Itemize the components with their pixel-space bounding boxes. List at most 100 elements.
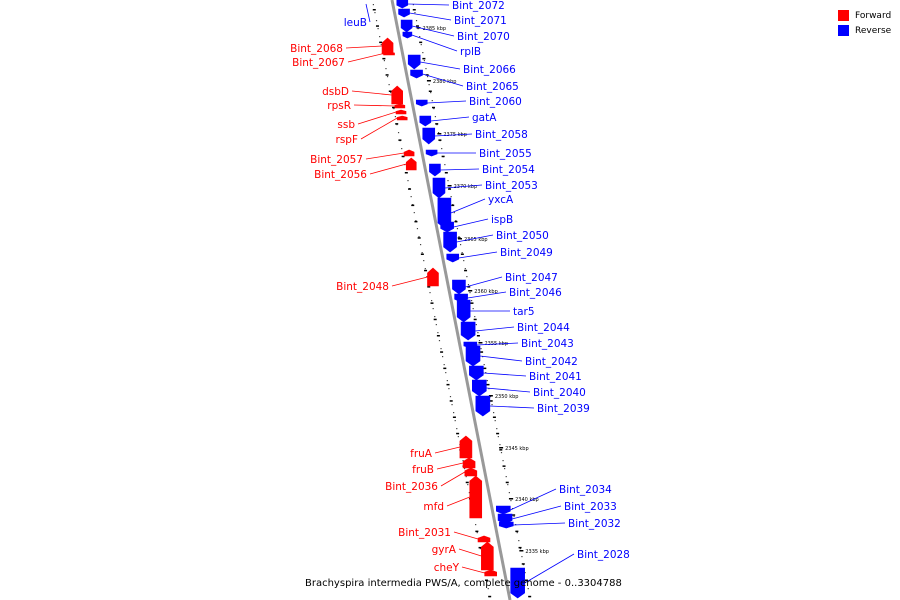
minor-tick (470, 302, 474, 304)
gene-arrow (391, 85, 403, 105)
guide-dot (479, 548, 481, 550)
tick-mark (426, 80, 431, 82)
gene-shape (410, 69, 423, 79)
gene-arrow (440, 221, 454, 233)
guide-dot (407, 180, 409, 182)
label-leader (524, 553, 575, 584)
gene-arrow (464, 467, 478, 477)
guide-dot (437, 332, 439, 334)
gene-shape (472, 379, 487, 397)
gene-label: Bint_2041 (529, 371, 582, 383)
guide-dot (425, 68, 427, 70)
minor-tick (432, 106, 436, 109)
legend-reverse-swatch (838, 25, 849, 36)
label-leader (440, 168, 480, 171)
guide-dot (448, 388, 450, 390)
gene-label: Bint_2066 (463, 64, 516, 76)
gene-label: rspF (336, 134, 359, 146)
label-leader (513, 522, 566, 526)
guide-dot (485, 372, 487, 374)
gene-label: ssb (337, 119, 355, 131)
guide-dot (423, 60, 425, 62)
tick-label: 2335 kbp (525, 549, 549, 555)
label-leader (422, 73, 464, 87)
label-leader (365, 3, 371, 23)
minor-tick (480, 351, 484, 353)
guide-dot (456, 228, 459, 230)
label-leader (436, 462, 464, 470)
gene-shape (456, 299, 471, 323)
gene-labels: Bint_2068 Bint_2067 dsbD rpsR ssb rspF Bint_20… (290, 0, 630, 584)
gene-shape (477, 535, 491, 543)
gene-shape (469, 365, 484, 381)
gene-shape (465, 345, 481, 367)
guide-dot (443, 364, 445, 366)
gene-label: Bint_2054 (482, 164, 535, 176)
tick-label: 2385 kbp (423, 26, 447, 32)
guide-dot (455, 220, 457, 222)
legend: Forward Reverse (838, 8, 891, 38)
guide-dot (437, 132, 440, 134)
gene-label: dsbD (322, 86, 349, 98)
label-leader (458, 548, 482, 557)
gene-arrow (398, 8, 410, 18)
guide-dot (390, 92, 392, 94)
label-leader (467, 291, 507, 299)
legend-forward-label: Forward (855, 10, 892, 21)
label-leader (407, 3, 450, 6)
gene-label: leuB (344, 17, 367, 29)
guide-dot (487, 588, 489, 590)
gene-arrow (460, 321, 476, 341)
guide-dot (438, 340, 441, 342)
gene-label: mfd (423, 501, 444, 513)
tick-mark (519, 550, 524, 552)
label-leader (453, 531, 479, 540)
minor-tick (411, 204, 415, 207)
label-leader (453, 218, 489, 228)
guide-dot (450, 196, 452, 198)
guide-dot (478, 340, 481, 342)
minor-tick (499, 449, 503, 451)
minor-tick (521, 563, 525, 565)
guide-dot (444, 164, 446, 166)
gene-arrow (496, 505, 511, 515)
tick-label: 2340 kbp (515, 497, 539, 503)
guide-dot (457, 436, 459, 438)
guide-dot (502, 460, 504, 462)
guide-dot (461, 252, 463, 254)
gene-shape (496, 505, 511, 515)
label-leader (420, 61, 461, 70)
legend-reverse-label: Reverse (855, 25, 892, 36)
minor-tick (452, 416, 456, 418)
guide-dot (513, 516, 515, 518)
gene-label: Bint_2067 (292, 57, 345, 69)
minor-tick (483, 367, 487, 370)
guide-dot (453, 212, 455, 214)
label-leader (353, 104, 395, 107)
tick-label: 2370 kbp (454, 184, 478, 190)
guide-dot (454, 420, 456, 422)
guide-dot (521, 556, 523, 558)
guide-dot (386, 76, 389, 78)
minor-tick (484, 579, 488, 581)
gene-shape (429, 163, 441, 177)
gene-shape (427, 267, 439, 287)
gene-shape (398, 8, 410, 18)
guide-dot (429, 292, 431, 294)
gene-shape (419, 115, 432, 127)
guide-dot (489, 396, 492, 398)
minor-tick (488, 595, 492, 598)
dotted-guide-left (372, 4, 492, 598)
tick-label: 2345 kbp (505, 446, 529, 452)
gene-shape (422, 127, 436, 145)
minor-tick (395, 123, 399, 125)
guide-dot (372, 4, 374, 6)
label-leader (458, 251, 498, 259)
guide-dot (449, 396, 452, 398)
gene-label: Bint_2028 (577, 549, 630, 561)
guide-dot (426, 76, 429, 78)
label-leader (486, 387, 531, 393)
guide-dot (412, 4, 414, 6)
gene-label: Bint_2046 (509, 287, 562, 299)
guide-dot (483, 364, 485, 366)
